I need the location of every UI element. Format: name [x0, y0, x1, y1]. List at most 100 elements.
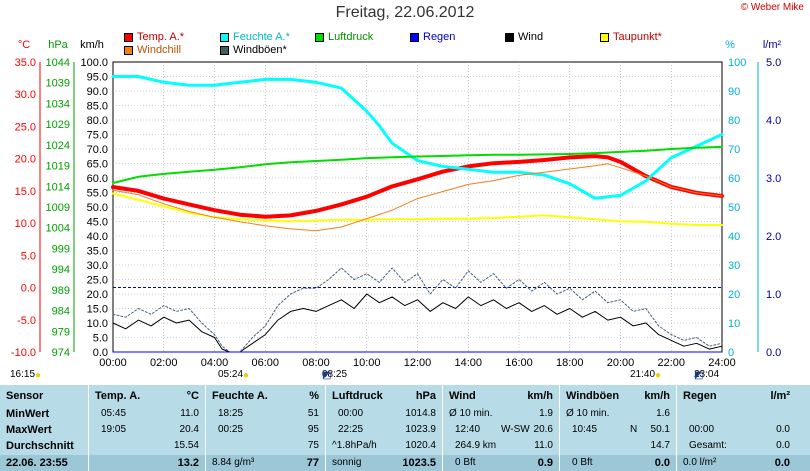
sunset: 21:40 ●	[630, 369, 661, 381]
rain_lm2-tick-label: 0.0	[766, 347, 781, 359]
series-line-windb-en	[112, 267, 723, 353]
moonset-label: 23:04	[694, 369, 720, 380]
x-tick-label: 22:00	[657, 357, 685, 369]
luftdruck-max-time: 22:25	[338, 424, 364, 435]
x-tick-label: 04:00	[201, 357, 229, 369]
feuchte-max-time: 00:25	[218, 424, 244, 435]
temp_c-tick-label: 20.0	[15, 154, 36, 166]
feuchte-max-value: 95	[307, 424, 319, 435]
speed_kmh-tick-label: 10.0	[87, 318, 108, 330]
humidity_pct-tick-label: 40	[728, 231, 740, 243]
humidity_pct-tick-label: 60	[728, 173, 740, 185]
speed_kmh-tick-label: 95.0	[87, 72, 108, 84]
boeen-avg-value: 14.7	[650, 440, 670, 451]
humidity_pct-tick-label: 90	[728, 86, 740, 98]
x-tick-label: 06:00	[251, 357, 279, 369]
speed_kmh-tick-label: 90.0	[87, 86, 108, 98]
col-windboeen-header: Windböen	[566, 390, 620, 402]
speed_kmh-tick-label: 85.0	[87, 101, 108, 113]
speed_kmh-tick-label: 45.0	[87, 217, 108, 229]
col-windboeen: Windböen km/h Ø 10 min. 1.6 10:45 N 50.1…	[559, 385, 676, 471]
regen-total-label: Gesamt:	[689, 440, 727, 451]
row-label-max: MaxWert	[6, 424, 52, 436]
sun-icon: ●	[35, 370, 42, 381]
series-lines	[111, 75, 724, 353]
axes: 00:00 02:00 04:00 06:00 08:00 10:00 12:00 14:00…	[11, 39, 782, 369]
boeen-avg10-value: 1.6	[656, 408, 670, 419]
col-wind: Wind km/h Ø 10 min. 1.9 12:40 W-SW 20.6 …	[442, 385, 559, 471]
moonrise: ◩ 08:25	[322, 369, 348, 381]
legend-label-temp: Temp. A.*	[137, 31, 185, 43]
legend-label-feuchte: Feuchte A.*	[233, 31, 290, 43]
x-tick-label: 00:00	[99, 357, 127, 369]
col-temp-unit: °C	[186, 390, 199, 402]
sunrise-icon: ●	[243, 370, 250, 381]
pressure_hpa-tick-label: 999	[52, 243, 70, 255]
speed_kmh-tick-label: 50.0	[87, 202, 108, 214]
pressure_hpa-tick-label: 994	[52, 264, 70, 276]
wind-avg10-label: Ø 10 min.	[449, 408, 493, 419]
series-line-luftdruck	[112, 145, 723, 184]
x-tick-label: 02:00	[150, 357, 178, 369]
feuchte-avg-value: 75	[307, 440, 319, 451]
temp-max-time: 19:05	[101, 424, 127, 435]
series-line-feuchte-a	[111, 75, 724, 200]
pressure_hpa-tick-label: 1024	[46, 140, 70, 152]
pressure_hpa-tick-label: 1044	[46, 57, 70, 69]
legend-label-wind: Wind	[518, 31, 544, 43]
col-luftdruck-header: Luftdruck	[332, 390, 383, 402]
luftdruck-avg-value: 1020.4	[405, 440, 436, 451]
wind-bft: 0 Bft	[455, 457, 476, 468]
speed_kmh-tick-label: 100.0	[80, 57, 108, 69]
col-luftdruck: Luftdruck hPa 00:00 1014.8 22:25 1023.9 …	[325, 385, 442, 471]
temp-min-time: 05:45	[101, 408, 127, 419]
boeen-max-value: 50.1	[650, 424, 670, 435]
speed_kmh-tick-label: 60.0	[87, 173, 108, 185]
row-label-min: MinWert	[6, 408, 50, 420]
luftdruck-current-value: 1023.5	[402, 457, 436, 469]
pressure_hpa-tick-label: 984	[52, 306, 70, 318]
wind-distance: 264.9 km	[455, 440, 497, 451]
temp-current-value: 13.2	[177, 457, 199, 469]
temp-avg-value: 15.54	[173, 440, 199, 451]
weather-chart: 00:00 02:00 04:00 06:00 08:00 10:00 12:00 14:00…	[11, 39, 782, 369]
boeen-bft: 0 Bft	[572, 457, 593, 468]
speed_kmh-tick-label: 25.0	[87, 275, 108, 287]
speed_kmh-tick-label: 30.0	[87, 260, 108, 272]
humidity_pct-tick-label: 20	[728, 289, 740, 301]
legend-regen: Regen	[410, 31, 455, 43]
series-line-windchill	[112, 163, 723, 232]
pressure_hpa-tick-label: 1034	[46, 98, 70, 110]
speed_kmh-tick-label: 55.0	[87, 188, 108, 200]
luftdruck-min-time: 00:00	[338, 408, 364, 419]
x-tick-label: 20:00	[607, 357, 635, 369]
luftdruck-forecast: sonnig	[332, 457, 362, 468]
rain_lm2-axis-label: l/m²	[763, 39, 782, 51]
pressure_hpa-tick-label: 989	[52, 285, 70, 297]
speed_kmh-tick-label: 40.0	[87, 231, 108, 243]
col-regen-unit: l/m²	[770, 390, 790, 402]
sun-moon-row: 16:15 ● 05:24 ● ◩ 08:25 21:40 ● ◩ 23:04	[0, 368, 810, 382]
temp-max-value: 20.4	[179, 424, 199, 435]
regen-current-value: 0.0	[774, 457, 790, 469]
temp_c-tick-label: 30.0	[15, 89, 36, 101]
sunset-icon: ●	[655, 370, 662, 381]
speed_kmh-tick-label: 20.0	[87, 289, 108, 301]
chart-title: Freitag, 22.06.2012	[335, 4, 475, 21]
moonset-icon: ◩	[694, 370, 704, 381]
humidity_pct-tick-label: 0	[728, 347, 734, 359]
legend-label-windboeen: Windböen*	[233, 44, 287, 56]
sun-time-left-label: 16:15	[10, 369, 36, 380]
speed_kmh-tick-label: 5.0	[93, 333, 108, 345]
regen-max-value: 0.0	[776, 424, 790, 435]
humidity_pct-tick-label: 10	[728, 318, 740, 330]
moonset: ◩ 23:04	[694, 369, 720, 381]
pressure_hpa-tick-label: 1039	[46, 78, 70, 90]
col-regen: Regen l/m² 00:00 0.0 Gesamt: 0.0 0.0 l/m…	[676, 385, 796, 471]
moonrise-label: 08:25	[322, 369, 348, 380]
temp_c-tick-label: 5.0	[21, 250, 36, 262]
col-wind-unit: km/h	[527, 390, 553, 402]
boeen-avg10-label: Ø 10 min.	[566, 408, 610, 419]
x-tick-label: 18:00	[556, 357, 584, 369]
pressure_hpa-tick-label: 1009	[46, 202, 70, 214]
